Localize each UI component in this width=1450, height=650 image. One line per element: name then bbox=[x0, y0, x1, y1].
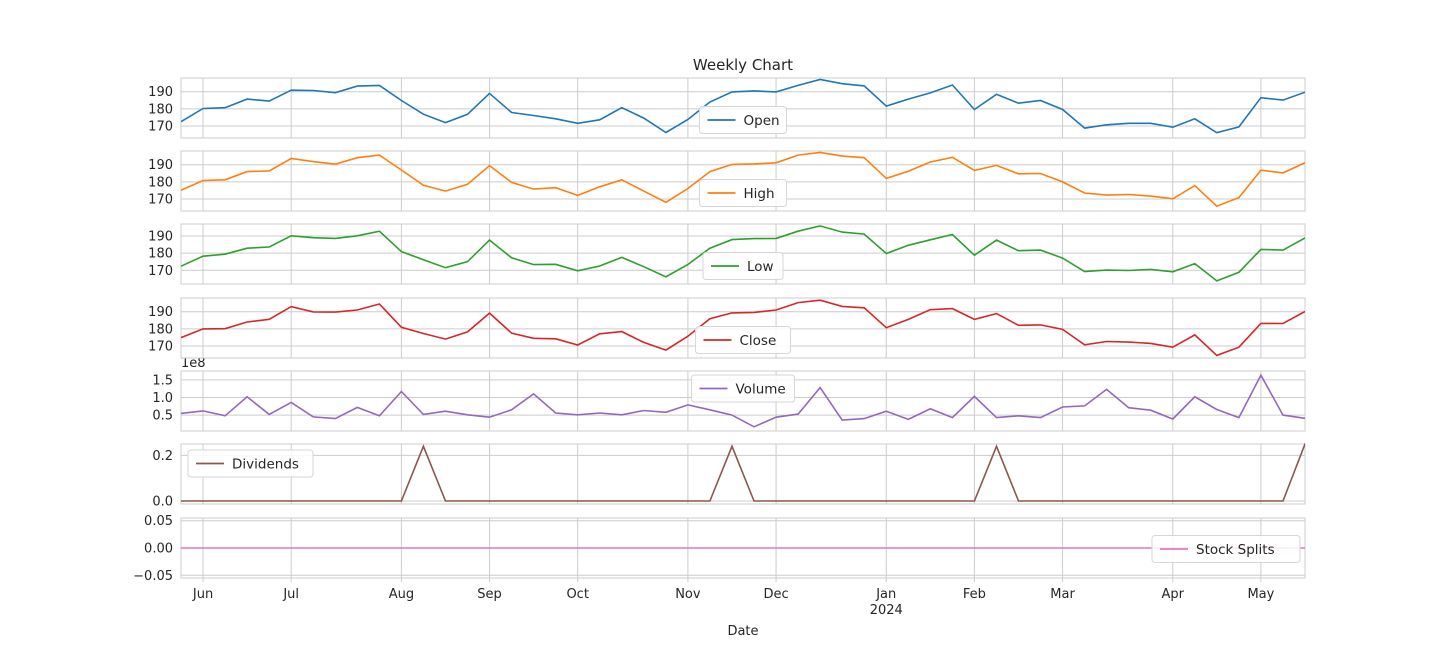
x-tick-label: Aug bbox=[389, 587, 414, 602]
panel-dividends: 0.0 0.2 Dividends bbox=[152, 443, 1306, 510]
y-tick-label: 0.5 bbox=[152, 409, 173, 424]
x-tick-label: Oct bbox=[566, 587, 588, 602]
legend-label: Close bbox=[740, 333, 777, 349]
x-tick-sublabel: 2024 bbox=[870, 603, 903, 618]
y-tick-label: 180 bbox=[148, 322, 173, 337]
panel-open: 170 180 190 Open bbox=[148, 77, 1306, 139]
x-tick-label: Sep bbox=[477, 587, 502, 602]
y-tick-label: 190 bbox=[148, 85, 173, 100]
legend-label: Dividends bbox=[232, 457, 299, 473]
legend-box bbox=[699, 179, 787, 207]
legend-box bbox=[702, 252, 784, 280]
panel-volume: 0.5 1.0 1.5 Volume bbox=[152, 370, 1306, 432]
y-tick-label: 1.5 bbox=[152, 373, 173, 388]
legend-box bbox=[699, 106, 787, 134]
panel-border bbox=[180, 223, 1306, 285]
legend-box bbox=[691, 374, 795, 403]
panel-border bbox=[180, 150, 1306, 212]
legend-stock-splits: Stock Splits bbox=[1151, 535, 1301, 563]
y-tick-label: 0.05 bbox=[144, 514, 173, 529]
series-line-high bbox=[181, 151, 1305, 208]
legend-dividends: Dividends bbox=[187, 449, 314, 478]
y-tick-label: 170 bbox=[148, 340, 173, 355]
y-tick-label: 190 bbox=[148, 230, 173, 245]
volume-offset-label: 1e8 bbox=[181, 356, 206, 371]
y-tick-label: 190 bbox=[148, 305, 173, 320]
panels: 170180190Open170180190High170180190Low17… bbox=[133, 77, 1306, 618]
chart-title: Weekly Chart bbox=[693, 56, 793, 74]
y-tick-label: 0.0 bbox=[152, 495, 173, 510]
legend-high: High bbox=[699, 179, 787, 207]
legend-label: High bbox=[744, 186, 775, 202]
legend-box bbox=[187, 449, 314, 478]
legend-label: Low bbox=[747, 259, 774, 275]
x-tick-label: May bbox=[1247, 587, 1274, 602]
y-tick-label: 1.0 bbox=[152, 391, 173, 406]
panel-close: 170 180 190 Close bbox=[148, 297, 1306, 359]
legend-box bbox=[695, 326, 791, 354]
legend-open: Open bbox=[699, 106, 787, 134]
y-tick-label: 190 bbox=[148, 158, 173, 173]
panel-border bbox=[180, 77, 1306, 139]
legend-label: Open bbox=[744, 113, 780, 129]
y-tick-label: −0.05 bbox=[133, 569, 173, 584]
panel-border bbox=[180, 297, 1306, 359]
x-tick-label: Apr bbox=[1162, 587, 1185, 602]
x-tick-label: Jun bbox=[192, 587, 213, 602]
legend-label: Stock Splits bbox=[1196, 542, 1275, 558]
x-tick-label: Nov bbox=[675, 587, 701, 602]
y-tick-label: 170 bbox=[148, 120, 173, 135]
legend-close: Close bbox=[695, 326, 791, 354]
panel-high: 170 180 190 High bbox=[148, 150, 1306, 212]
x-tick-label: Jul bbox=[282, 587, 299, 602]
legend-label: Volume bbox=[736, 382, 786, 398]
legend-volume: Volume bbox=[691, 374, 795, 403]
x-tick-label: Jan bbox=[875, 587, 896, 602]
panel-low: 170 180 190 Low bbox=[148, 223, 1306, 285]
series-line-dividends bbox=[181, 443, 1305, 502]
y-tick-label: 0.00 bbox=[144, 542, 173, 557]
y-tick-label: 170 bbox=[148, 193, 173, 208]
y-tick-label: 180 bbox=[148, 102, 173, 117]
y-tick-label: 180 bbox=[148, 247, 173, 262]
series-line-volume bbox=[181, 373, 1305, 428]
x-tick-label: Dec bbox=[763, 587, 788, 602]
y-tick-label: 0.2 bbox=[152, 449, 173, 464]
legend-box bbox=[1151, 535, 1301, 563]
panel-stock-splits: −0.05 0.00 0.05 Stock Splits bbox=[133, 514, 1306, 584]
panel-border bbox=[180, 370, 1306, 432]
legend-low: Low bbox=[702, 252, 784, 280]
x-axis-label: Date bbox=[727, 624, 758, 639]
y-tick-label: 180 bbox=[148, 175, 173, 190]
x-tick-label: Mar bbox=[1050, 587, 1075, 602]
x-tick-label: Feb bbox=[963, 587, 986, 602]
panel-border bbox=[180, 443, 1306, 505]
series-line-close bbox=[181, 299, 1305, 357]
series-line-open bbox=[181, 78, 1305, 134]
y-tick-label: 170 bbox=[148, 264, 173, 279]
series-line-low bbox=[181, 225, 1305, 282]
